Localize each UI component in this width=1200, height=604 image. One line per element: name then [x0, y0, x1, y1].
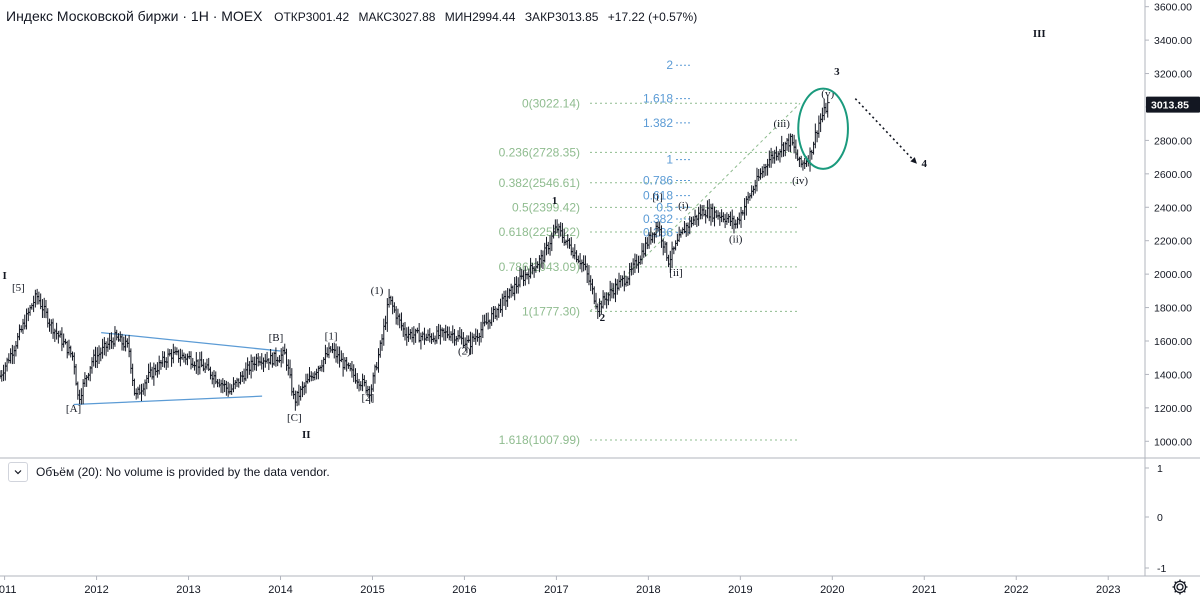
- last-price-label: 3013.85: [1151, 100, 1189, 112]
- y-tick-label: 1200.00: [1154, 403, 1192, 415]
- x-tick-label: 2013: [176, 584, 200, 596]
- wave-label: III: [1033, 28, 1046, 40]
- fib-retracement-label: 0.236(2728.35): [499, 145, 580, 159]
- fib-retracement-label: 0.5(2399.42): [512, 200, 580, 214]
- triangle-lower-line: [73, 395, 263, 406]
- fib-extension-label: 1.618: [643, 92, 673, 106]
- wave-label: (2): [458, 345, 471, 357]
- wave-label: [C]: [287, 412, 302, 424]
- volume-legend: Объём (20): No volume is provided by the…: [8, 462, 330, 482]
- wave-label: [B]: [269, 332, 284, 344]
- fib-extension-label: 0.382: [643, 212, 673, 226]
- wave-label: [A]: [66, 403, 81, 415]
- projection-arrow-line: [854, 98, 918, 165]
- y-tick-label: 2000.00: [1154, 269, 1192, 281]
- settings-button[interactable]: [1170, 577, 1190, 597]
- y-tick-label: 1600.00: [1154, 336, 1192, 348]
- wave-label: [ii]: [669, 267, 682, 279]
- wave-label: (1): [371, 285, 384, 297]
- y-tick-label: 2400.00: [1154, 202, 1192, 214]
- y-tick-label: 1800.00: [1154, 303, 1192, 315]
- wave-label: (ii): [729, 233, 743, 245]
- chevron-down-icon: [14, 470, 22, 475]
- x-tick-label: 2016: [452, 584, 476, 596]
- y-tick-label: 2600.00: [1154, 169, 1192, 181]
- wave-label: [2]: [361, 392, 374, 404]
- x-tick-label: 2021: [912, 584, 936, 596]
- volume-tick-label: -1: [1157, 563, 1166, 575]
- fib-retracement-label: 0.618(2252.22): [499, 225, 580, 239]
- fib-retracement-label: 0(3022.14): [522, 96, 580, 110]
- wave-label: [5]: [12, 282, 25, 294]
- wave-label: (iii): [773, 118, 790, 130]
- y-tick-label: 2200.00: [1154, 236, 1192, 248]
- volume-tick-label: 0: [1157, 512, 1163, 524]
- volume-label: Объём (20): No volume is provided by the…: [36, 465, 330, 479]
- y-tick-label: 1400.00: [1154, 369, 1192, 381]
- wave-label: (i): [678, 200, 689, 212]
- y-tick-label: 3200.00: [1154, 69, 1192, 81]
- fib-retracement-label: 1.618(1007.99): [499, 433, 580, 447]
- highlight-ellipse: [797, 87, 849, 170]
- wave-label: [1]: [325, 330, 338, 342]
- x-tick-label: 2018: [636, 584, 660, 596]
- fib-extension-label: 0.5: [656, 200, 673, 214]
- wave-label: [i]: [652, 192, 662, 204]
- fib-extension-label: 0.786: [643, 174, 673, 188]
- x-tick-label: 2011: [0, 584, 16, 596]
- wave-label: 1: [552, 195, 558, 207]
- fib-trend-line: [589, 102, 801, 312]
- x-tick-label: 2012: [84, 584, 108, 596]
- x-tick-label: 2017: [544, 584, 568, 596]
- wave-label: I: [2, 270, 6, 282]
- fib-extension-label: 0.618: [643, 189, 673, 203]
- fib-extension-label: 2: [666, 58, 673, 72]
- triangle-upper-line: [101, 331, 281, 352]
- fib-retracement-label: 0.382(2546.61): [499, 176, 580, 190]
- x-tick-label: 2020: [820, 584, 844, 596]
- wave-label: 3: [834, 66, 840, 78]
- fib-retracement-label: 1(1777.30): [522, 304, 580, 318]
- wave-label: 2: [600, 312, 606, 324]
- y-tick-label: 3400.00: [1154, 35, 1192, 47]
- projection-arrow-head: [910, 157, 917, 164]
- x-tick-label: 2022: [1004, 584, 1028, 596]
- x-tick-label: 2023: [1096, 584, 1120, 596]
- volume-tick-label: 1: [1157, 463, 1163, 475]
- last-price-tag: [1146, 96, 1200, 113]
- y-tick-label: 1000.00: [1154, 436, 1192, 448]
- fib-extension-label: 1.382: [643, 116, 673, 130]
- wave-label: 4: [922, 158, 928, 170]
- collapse-pane-button[interactable]: [8, 462, 28, 482]
- y-tick-label: 2800.00: [1154, 135, 1192, 147]
- gear-icon: [1172, 579, 1188, 595]
- x-tick-label: 2014: [268, 584, 292, 596]
- wave-label: (iv): [792, 175, 808, 187]
- x-tick-label: 2015: [360, 584, 384, 596]
- fib-extension-label: 1: [666, 153, 673, 167]
- x-tick-label: 2019: [728, 584, 752, 596]
- y-tick-label: 3600.00: [1154, 2, 1192, 14]
- wave-label: II: [302, 429, 311, 441]
